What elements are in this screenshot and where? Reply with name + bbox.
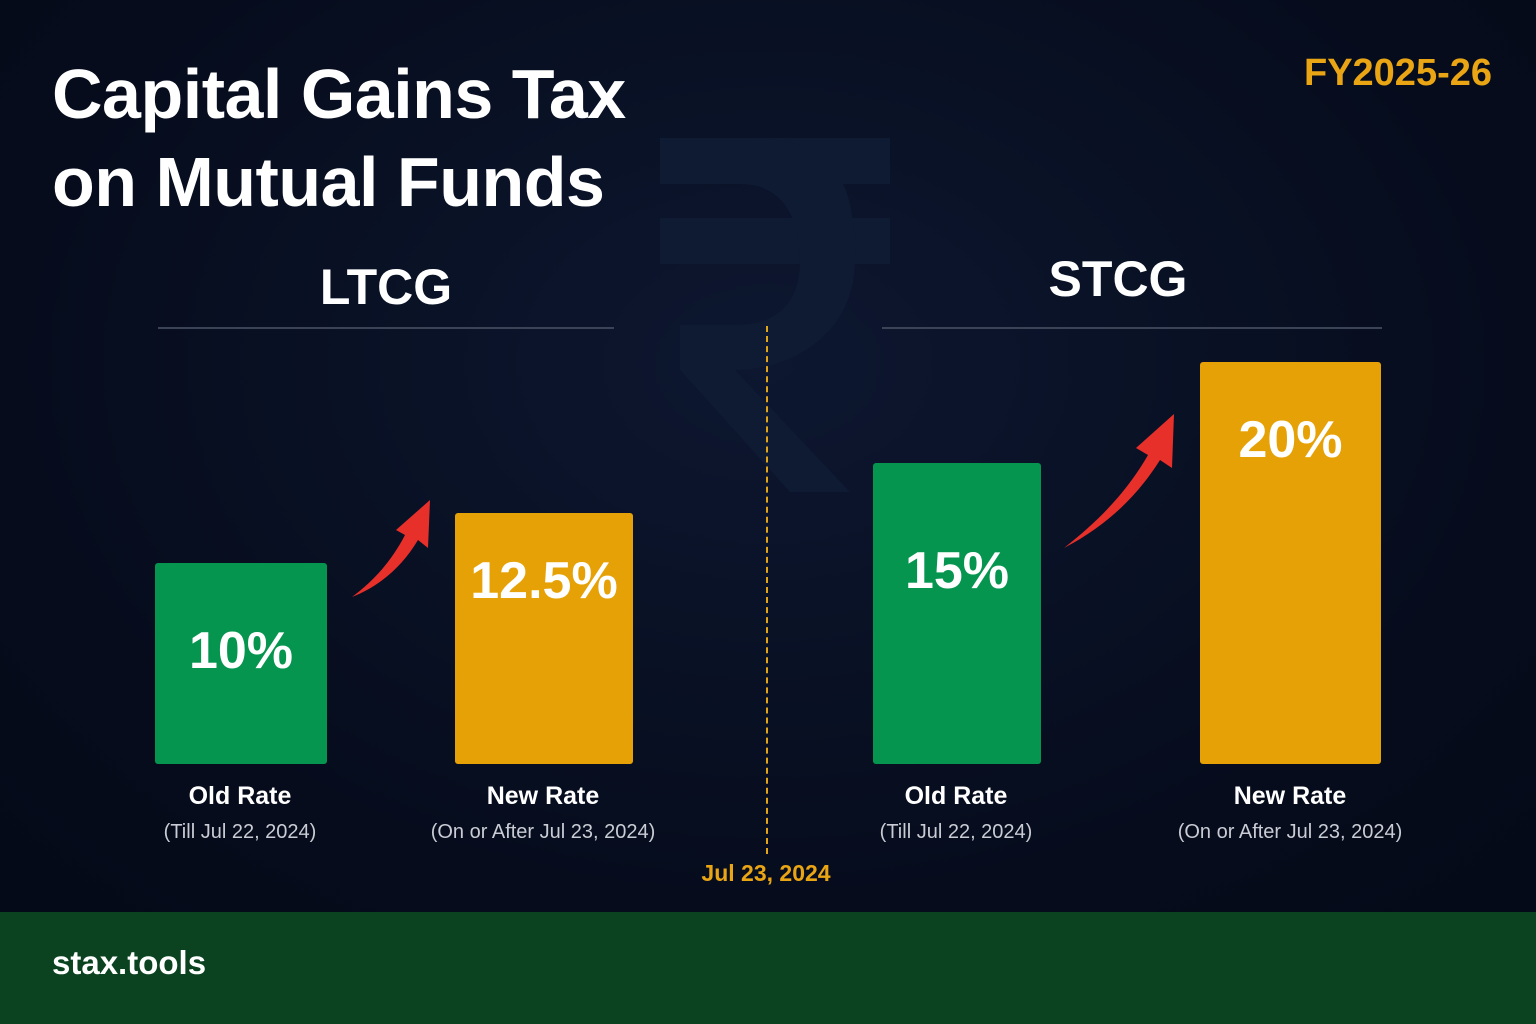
ltcg-old-rate-bar: 10% (155, 563, 327, 764)
rupee-icon (660, 138, 890, 492)
stcg-new-rate-label: New Rate (1233, 782, 1347, 810)
ltcg-new-rate-bar: 12.5% (455, 512, 633, 764)
ltcg-rule (158, 327, 614, 329)
page-title: Capital Gains Tax on Mutual Funds (52, 50, 752, 226)
title-line-1: Capital Gains Tax (52, 55, 626, 133)
stcg-old-rate-value: 15% (904, 541, 1010, 600)
stcg-old-rate-label: Old Rate (904, 782, 1008, 810)
stcg-new-rate-note: (On or After Jul 23, 2024) (1177, 821, 1403, 843)
ltcg-new-rate-value: 12.5% (470, 551, 618, 610)
ltcg-new-rate-label: New Rate (486, 782, 600, 810)
stcg-title: STCG (1048, 251, 1188, 307)
ltcg-title: LTCG (319, 259, 453, 315)
date-divider (766, 326, 768, 854)
stcg-old-rate-bar: 15% (873, 462, 1041, 764)
stcg-new-rate-caption: New Rate (On or After Jul 23, 2024) (1130, 782, 1450, 844)
stcg-new-rate-bar: 20% (1200, 362, 1381, 764)
ltcg-new-rate-note: (On or After Jul 23, 2024) (430, 821, 656, 843)
brand-name: stax.tools (52, 944, 207, 981)
stcg-new-rate-value: 20% (1238, 411, 1343, 469)
stcg-old-rate-note: (Till Jul 22, 2024) (879, 821, 1033, 843)
ltcg-old-rate-caption: Old Rate (Till Jul 22, 2024) (80, 782, 400, 844)
footer: stax.tools (0, 912, 1536, 1024)
stcg-old-rate-caption: Old Rate (Till Jul 22, 2024) (796, 782, 1116, 844)
fiscal-year-badge: FY2025-26 (1303, 52, 1492, 94)
divider-date: Jul 23, 2024 (701, 860, 831, 886)
ltcg-old-rate-note: (Till Jul 22, 2024) (163, 821, 317, 843)
stcg-rule (882, 327, 1382, 329)
ltcg-old-rate-label: Old Rate (188, 782, 292, 810)
ltcg-old-rate-value: 10% (188, 622, 294, 680)
ltcg-new-rate-caption: New Rate (On or After Jul 23, 2024) (383, 782, 703, 844)
title-line-2: on Mutual Funds (52, 143, 605, 221)
